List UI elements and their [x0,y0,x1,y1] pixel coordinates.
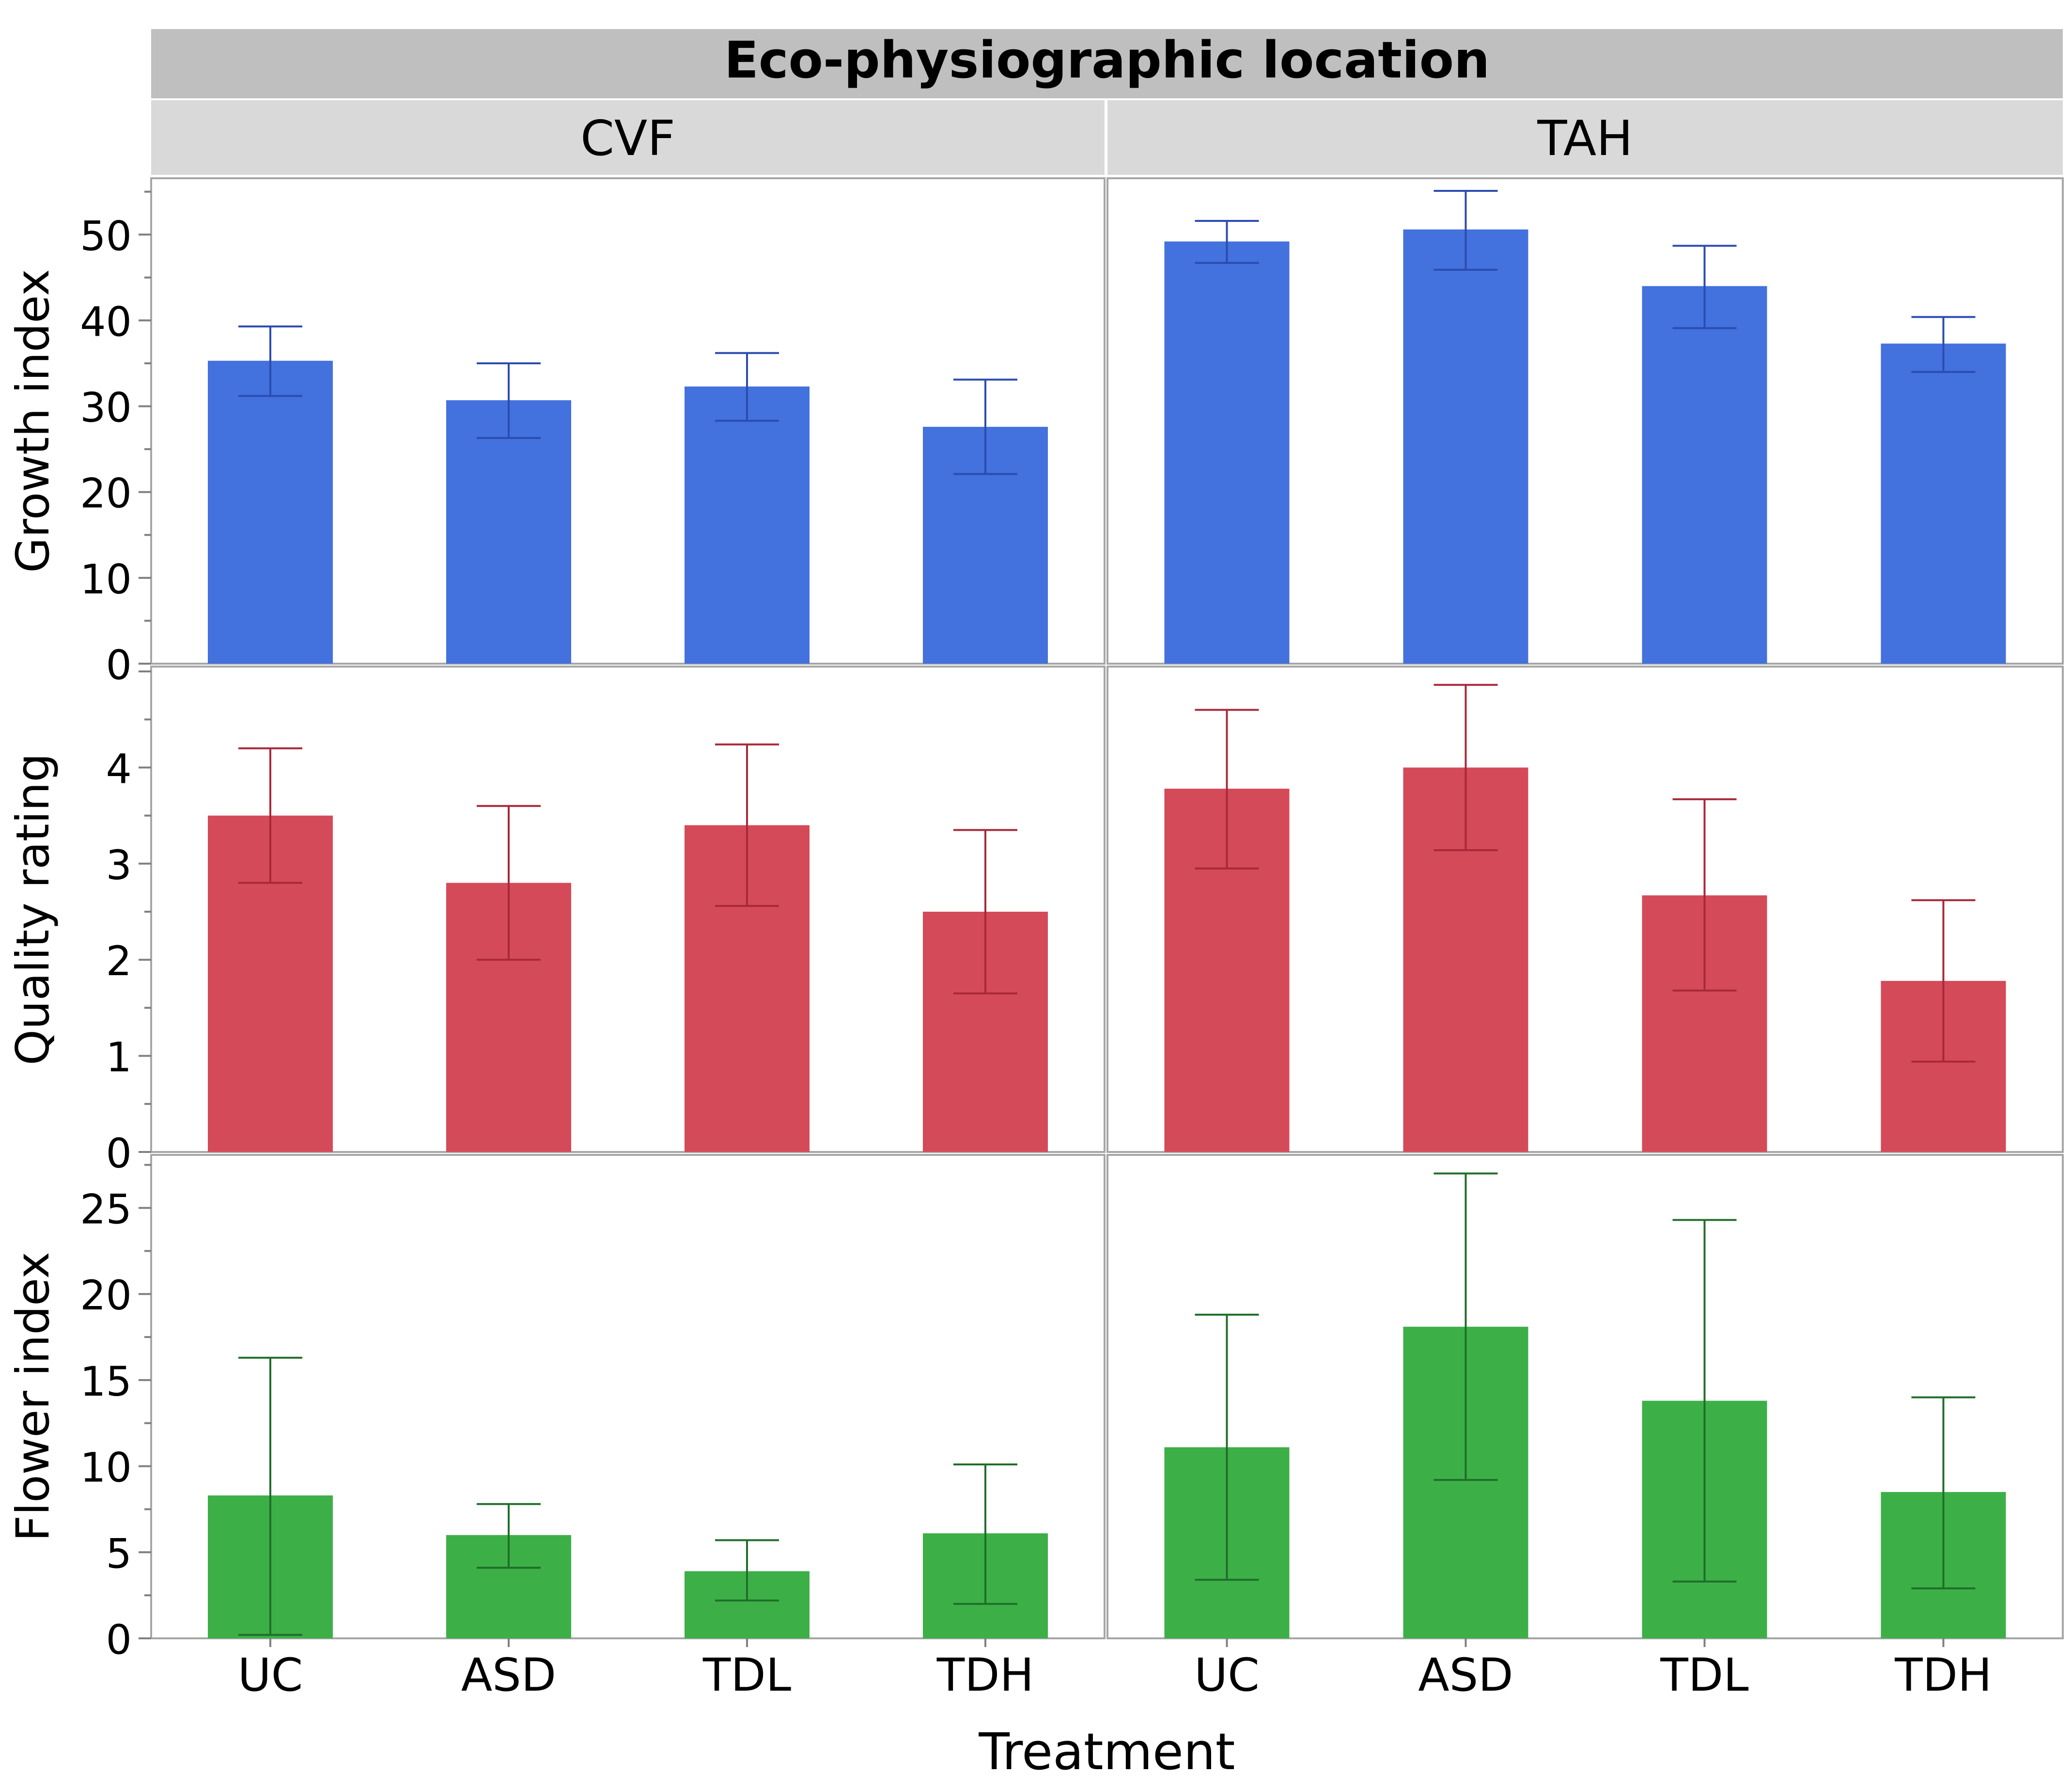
y-tick-label: 5 [106,1530,132,1577]
panel-frame-0-0 [150,177,1106,665]
panel-frame-0-1 [1106,177,2064,665]
bar-uc-cvf [208,360,333,664]
y-tick-label: 1 [106,1034,132,1081]
panel-frame-1-0 [150,666,1106,1153]
x-tick-label: ASD [1418,1649,1513,1702]
y-tick-label: 40 [80,298,132,345]
y-axis-title: Quality rating [7,753,60,1065]
bar-tdl-cvf [685,386,810,664]
bar-asd-cvf [446,400,571,664]
y-tick-label: 2 [106,937,132,985]
x-tick-label: TDH [1894,1649,1992,1702]
x-tick-label: TDL [702,1649,791,1702]
y-tick-label: 20 [80,470,132,517]
y-tick-label: 15 [80,1358,132,1405]
bar-uc-tah [1164,241,1290,664]
y-tick-label: 10 [80,1444,132,1492]
y-tick-label: 20 [80,1272,132,1319]
y-tick-label: 0 [106,641,132,689]
y-tick-label: 0 [106,1616,132,1664]
y-axis-title: Growth index [7,269,60,573]
x-tick-label: TDL [1660,1649,1748,1702]
panel-frame-1-1 [1106,666,2064,1153]
x-tick-label: UC [1194,1649,1259,1702]
y-tick-label: 50 [80,212,132,260]
title-strip [151,29,2063,98]
y-tick-label: 4 [106,745,132,793]
x-tick-label: TDH [936,1649,1034,1702]
y-tick-label: 10 [80,556,132,603]
y-tick-label: 0 [106,1130,132,1177]
x-axis-title: Treatment [978,1722,1235,1781]
y-axis-title: Flower index [7,1252,60,1541]
facet-label-cvf: CVF [580,110,675,167]
y-tick-label: 3 [106,841,132,889]
bar-tdl-tah [1642,286,1767,664]
bar-asd-tah [1403,229,1528,664]
facet-strip-tah [1107,100,2063,175]
y-tick-label: 30 [80,384,132,432]
facet-label-tah: TAH [1537,110,1633,167]
bar-tdh-tah [1881,343,2006,664]
x-tick-label: UC [238,1649,303,1702]
x-tick-label: ASD [461,1649,556,1702]
chart-title: Eco-physiographic location [724,31,1490,90]
facet-strip-cvf [151,100,1105,175]
panel-frame-2-0 [150,1154,1106,1639]
y-tick-label: 25 [80,1186,132,1233]
panel-frame-2-1 [1106,1154,2064,1639]
